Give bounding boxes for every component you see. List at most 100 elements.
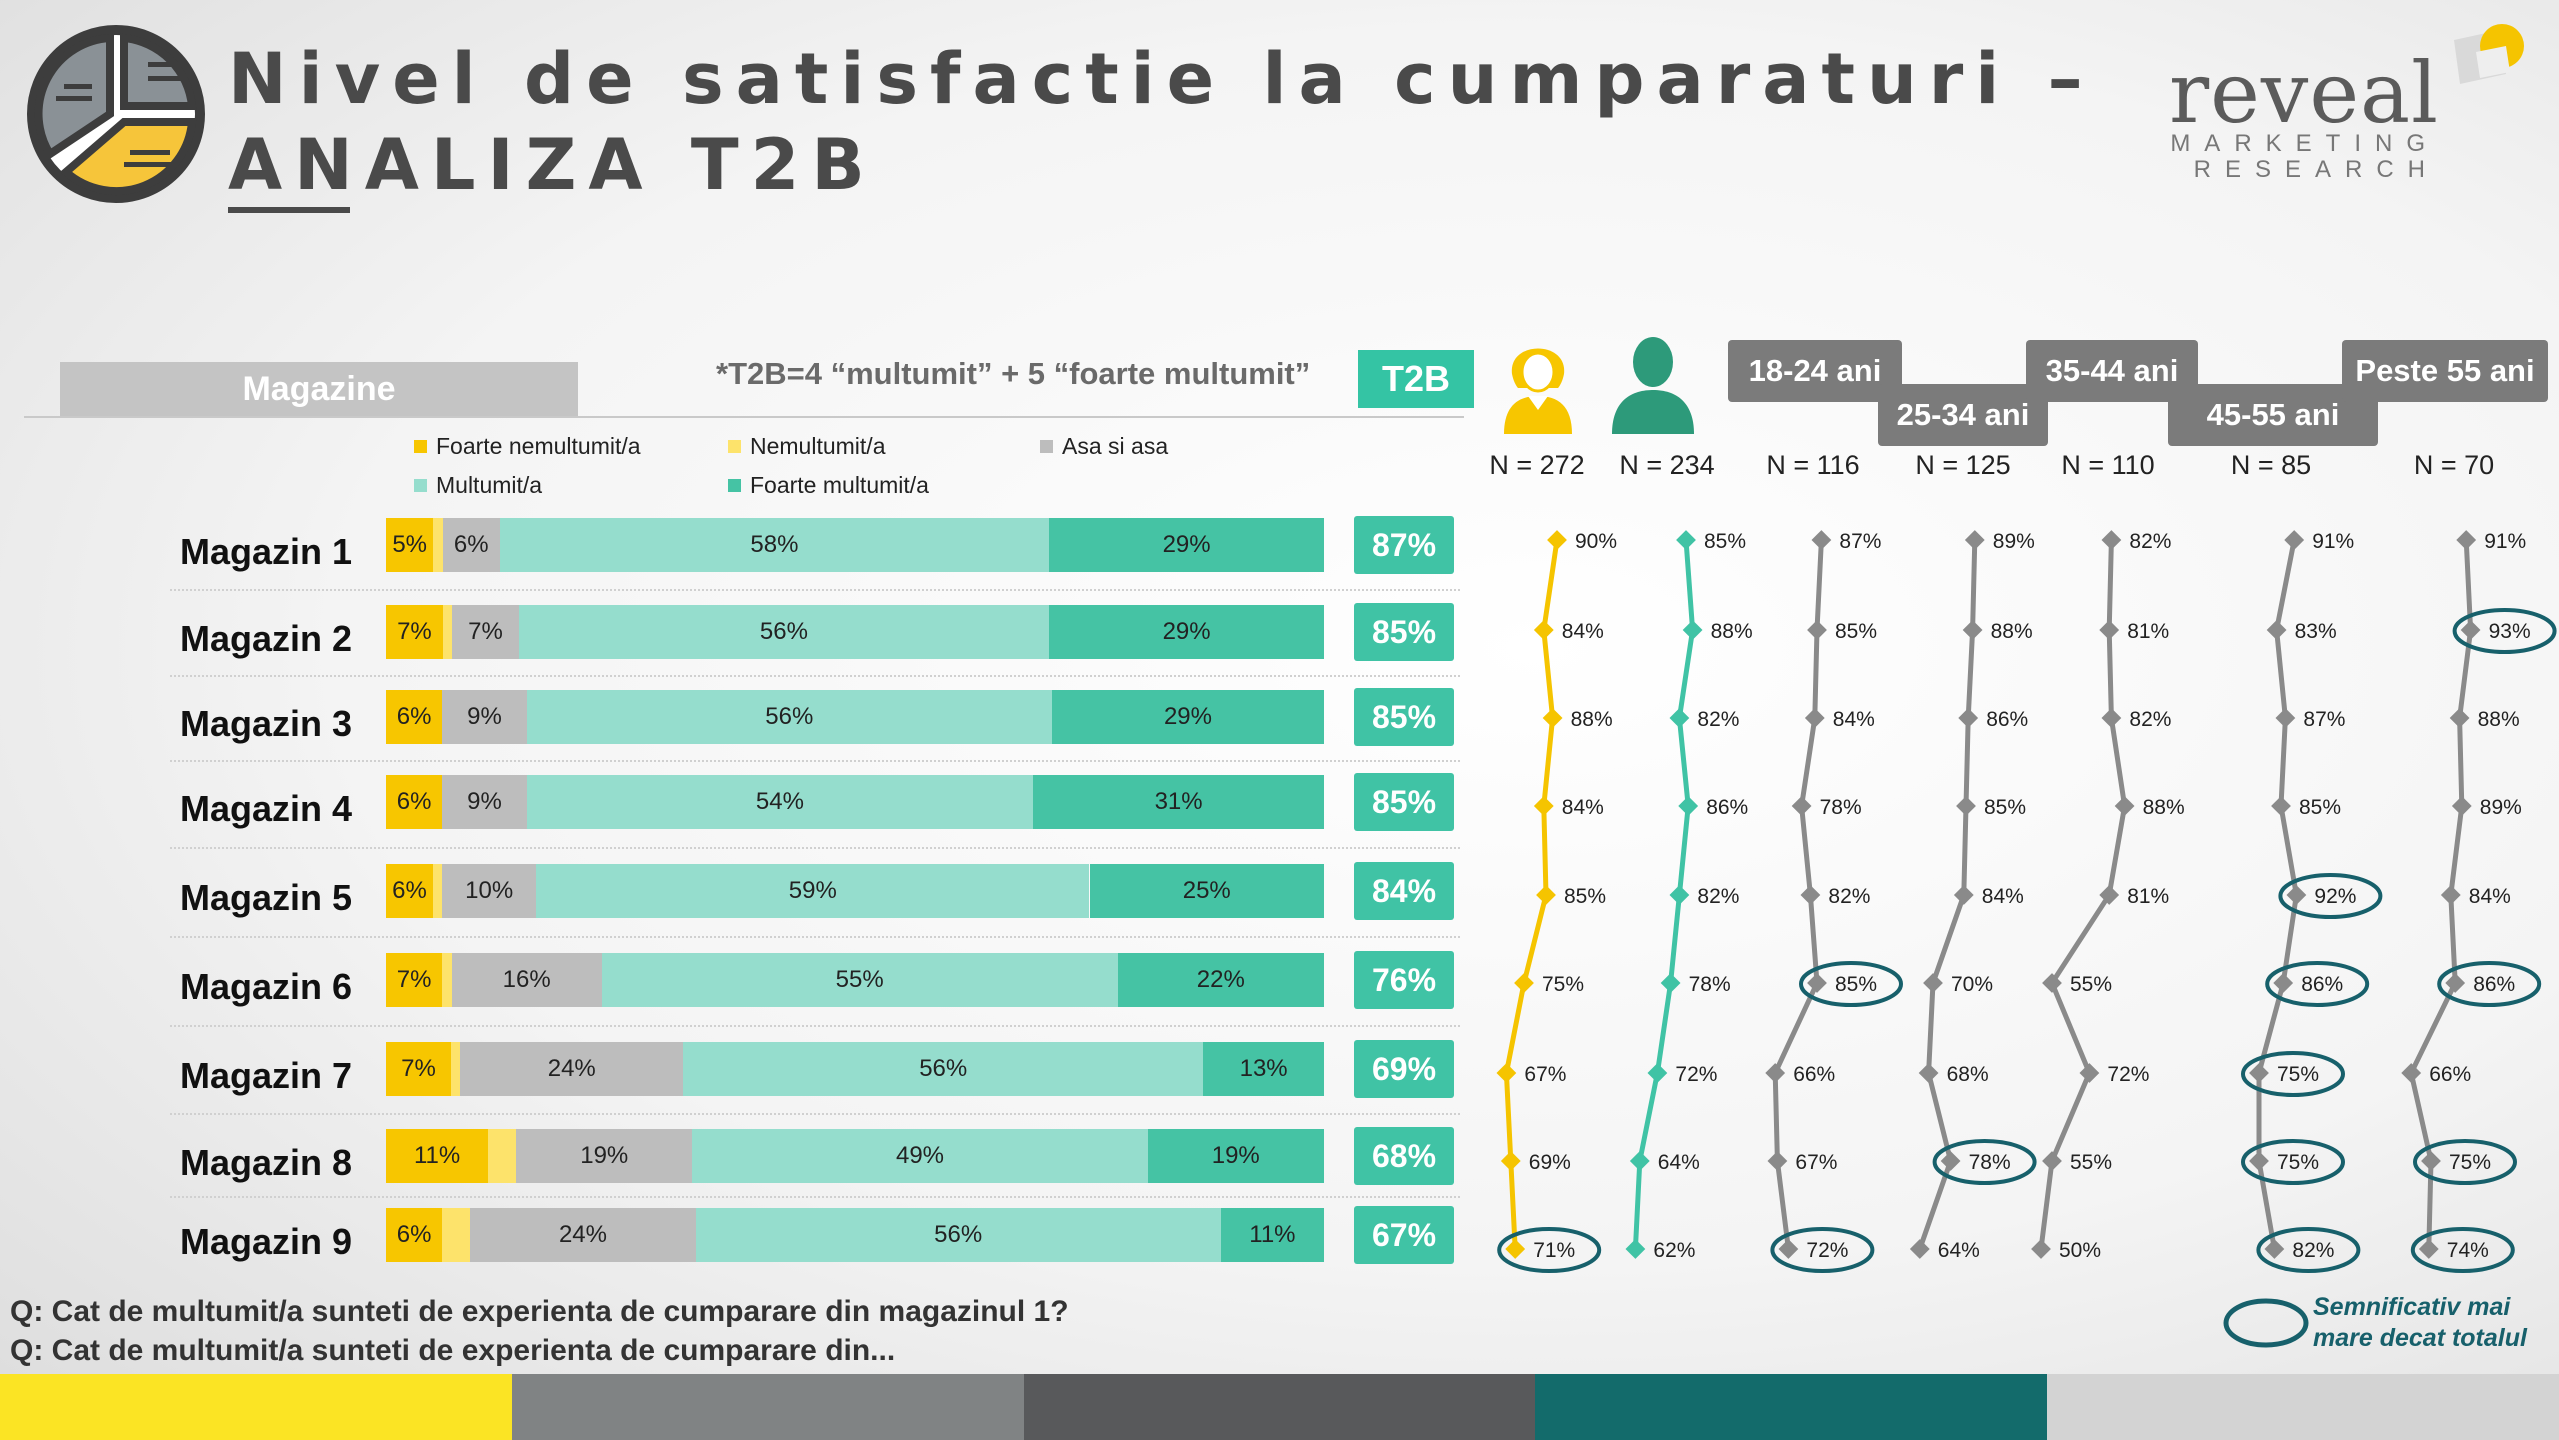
data-point-label: 75% [1542,973,1584,996]
data-point-marker [2099,620,2120,640]
data-point-marker [2079,1063,2100,1083]
data-point-label: 88% [1571,708,1613,731]
data-point-label: 81% [2127,885,2169,908]
bar-segment: 7% [386,1042,451,1096]
age-group-badge-35-44: 35-44 ani [2026,340,2198,402]
bar-segment: 6% [442,518,500,572]
data-point-marker [1669,708,1690,728]
significance-ring [1497,1227,1602,1273]
bar-segment: 56% [683,1042,1204,1096]
data-point-marker [1804,708,1825,728]
data-point-marker [1629,1151,1650,1171]
data-point-marker [1807,620,1827,640]
data-point-label: 84% [1982,885,2024,908]
bar-segment: 24% [460,1042,684,1096]
age-group-badge-55-plus: Peste 55 ani [2342,340,2548,402]
significance-ring [2413,1139,2517,1185]
data-point-marker [2401,1063,2422,1083]
page-title-line2: ANALIZA T2B [228,124,877,206]
data-point-label: 86% [1986,708,2028,731]
data-point-label: 75% [2449,1151,2491,1174]
footer-color-block [0,1374,512,1440]
significance-ring [2437,961,2542,1007]
significance-ring [1932,1139,2037,1185]
data-point-label: 85% [1835,973,1877,996]
data-point-marker [1918,1063,1939,1083]
data-point-marker [1547,530,1567,550]
data-point-marker [2445,973,2466,993]
bar-segment: 6% [386,775,443,829]
sample-size-female: N = 272 [1489,450,1585,480]
data-point-label: 67% [1524,1063,1566,1086]
data-point-marker [2114,796,2135,816]
bar-segment [442,605,453,659]
data-point-marker [2456,530,2477,550]
bar-segment: 56% [526,690,1052,744]
data-point-label: 84% [2469,885,2511,908]
data-point-label: 87% [1839,530,1881,553]
data-point-marker [2273,973,2294,993]
row-label-magazin-3: Magazin 3 [180,703,353,744]
data-point-marker [2264,1239,2285,1259]
data-point-label: 78% [1689,973,1731,996]
bar-segment: 22% [1117,953,1324,1007]
data-point-label: 93% [2489,620,2531,643]
data-point-label: 88% [2143,796,2185,819]
legend-swatch [414,440,427,453]
row-separator [170,935,1460,938]
data-point-marker [1505,1239,1526,1259]
footer-color-block [1535,1374,2048,1440]
t2b-column-badge: T2B [1358,350,1474,408]
t2b-value-badge: 85% [1354,688,1454,746]
data-point-marker [1500,1151,1521,1171]
data-point-label: 72% [1675,1063,1717,1086]
legend-swatch [728,440,741,453]
significance-ring [1799,961,1903,1007]
data-point-marker [2099,885,2120,905]
footer-color-strip [0,1374,2559,1440]
data-point-label: 86% [1706,796,1748,819]
significance-legend-text: Semnificativ mai mare decat totalul [2313,1292,2527,1354]
bar-segment: 56% [518,605,1050,659]
bar-segment: 6% [386,864,433,918]
header-divider [24,416,1464,418]
legend-entry: Nemultumit/a [728,433,885,460]
row-label-magazin-8: Magazin 8 [180,1142,353,1183]
pie-chart-logo-icon [27,25,205,203]
data-point-label: 89% [1993,530,2035,553]
data-point-marker [1962,620,1983,640]
row-separator [170,1195,1460,1198]
data-point-label: 55% [2070,973,2112,996]
t2b-value-badge: 76% [1354,951,1454,1009]
data-point-label: 82% [1697,708,1739,731]
bar-segment: 49% [692,1129,1148,1183]
sample-size-25-34: N = 125 [1915,450,2011,480]
data-point-marker [2418,1239,2439,1259]
footer-color-block [2047,1374,2559,1440]
row-label-magazin-9: Magazin 9 [180,1221,353,1262]
data-point-label: 72% [2107,1063,2149,1086]
data-point-marker [1940,1151,1961,1171]
data-point-label: 55% [2070,1151,2112,1174]
data-point-label: 82% [2129,708,2171,731]
data-point-marker [1958,708,1979,728]
significance-legend-line1: Semnificativ mai [2313,1293,2511,1321]
data-point-label: 78% [1820,796,1862,819]
data-point-marker [1514,973,1534,993]
data-point-label: 85% [1704,530,1746,553]
data-point-marker [1533,620,1554,640]
magazine-column-header: Magazine [60,362,578,416]
row-separator [170,588,1460,591]
data-point-label: 88% [1991,620,2033,643]
data-point-label: 72% [1806,1239,1848,1262]
row-separator [170,674,1460,677]
data-point-label: 64% [1938,1239,1980,1262]
legend-label: Asa si asa [1062,433,1169,459]
data-point-label: 86% [2473,973,2515,996]
row-separator [170,759,1460,762]
row-separator [170,1112,1460,1115]
bar-segment: 7% [452,605,519,659]
sample-size-35-44: N = 110 [2061,450,2155,480]
data-point-marker [1909,1239,1930,1259]
bar-segment: 9% [442,775,527,829]
